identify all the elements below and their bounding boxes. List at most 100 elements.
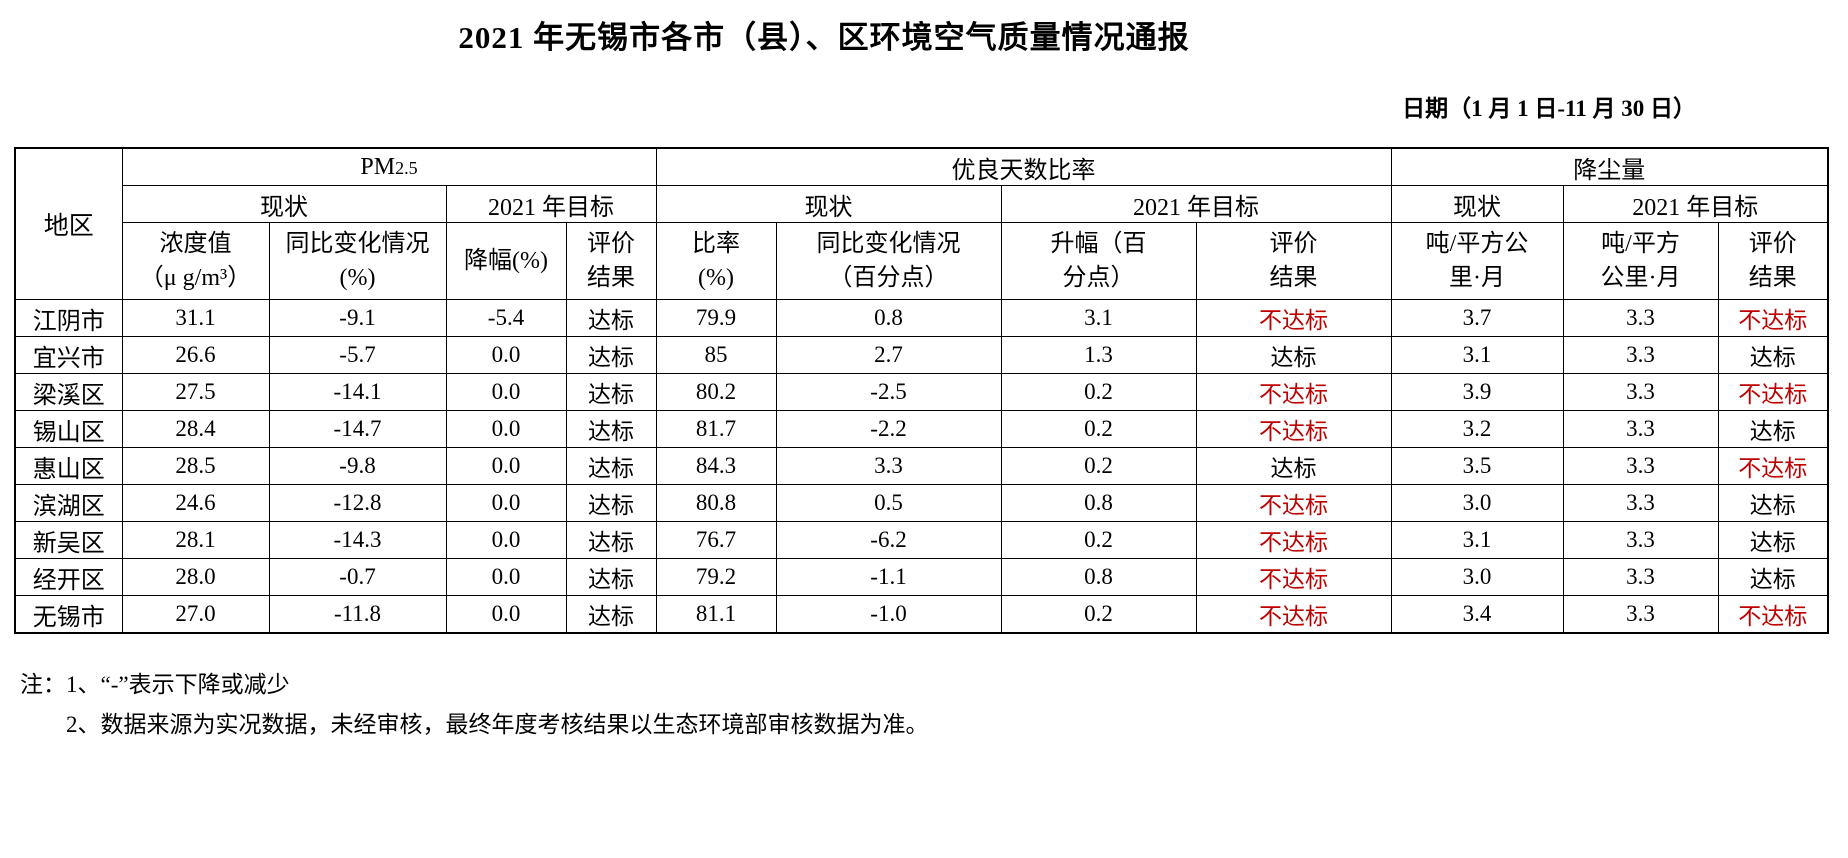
- value-cell: 3.5: [1390, 447, 1564, 485]
- value-cell: 达标: [1717, 521, 1829, 559]
- value-cell: 24.6: [121, 484, 270, 522]
- value-cell: 28.1: [121, 521, 270, 559]
- col-header-pm-value: 浓度值 （μ g/m³）: [121, 222, 270, 300]
- value-cell: 79.9: [655, 299, 777, 337]
- value-cell: 0.8: [1000, 484, 1197, 522]
- col-header-pm-change: 同比变化情况 (%): [268, 222, 447, 300]
- value-cell: 0.8: [775, 299, 1002, 337]
- date-note: 日期（1 月 1 日-11 月 30 日）: [1402, 96, 1696, 121]
- section-pm25: PM2.5: [121, 147, 657, 186]
- value-cell: 3.3: [1562, 521, 1719, 559]
- region-cell: 新吴区: [14, 521, 123, 559]
- value-cell: 3.3: [1562, 410, 1719, 448]
- table-row: 新吴区 28.1 -14.3 0.0 达标 76.7 -6.2 0.2 不达标 3.1 3.3 达标: [14, 521, 1829, 559]
- value-cell: 3.3: [1562, 336, 1719, 374]
- value-cell: 0.2: [1000, 410, 1197, 448]
- value-cell: 不达标: [1195, 373, 1392, 411]
- col-header-dust-current: 吨/平方公 里·月: [1390, 222, 1564, 300]
- region-cell: 梁溪区: [14, 373, 123, 411]
- value-cell: 不达标: [1195, 558, 1392, 596]
- value-cell: 0.2: [1000, 521, 1197, 559]
- value-cell: 不达标: [1195, 484, 1392, 522]
- region-cell: 江阴市: [14, 299, 123, 337]
- value-cell: 达标: [565, 447, 657, 485]
- note-line-2: 2、数据来源为实况数据，未经审核，最终年度考核结果以生态环境部审核数据为准。: [66, 712, 929, 737]
- value-cell: 0.0: [445, 373, 567, 411]
- value-cell: 不达标: [1195, 299, 1392, 337]
- value-cell: 80.8: [655, 484, 777, 522]
- value-cell: -0.7: [268, 558, 447, 596]
- value-cell: -5.7: [268, 336, 447, 374]
- value-cell: 3.4: [1390, 595, 1564, 634]
- value-cell: 3.3: [1562, 373, 1719, 411]
- subheader-gooddays-target: 2021 年目标: [1000, 185, 1392, 223]
- value-cell: -11.8: [268, 595, 447, 634]
- note-line-1: 注：1、“-”表示下降或减少: [20, 672, 290, 697]
- page-title: 2021 年无锡市各市（县）、区环境空气质量情况通报: [458, 20, 1190, 55]
- value-cell: 3.3: [1562, 447, 1719, 485]
- value-cell: -1.1: [775, 558, 1002, 596]
- value-cell: 0.0: [445, 521, 567, 559]
- value-cell: 76.7: [655, 521, 777, 559]
- value-cell: -1.0: [775, 595, 1002, 634]
- region-cell: 滨湖区: [14, 484, 123, 522]
- value-cell: 3.1: [1390, 336, 1564, 374]
- value-cell: 0.0: [445, 410, 567, 448]
- region-cell: 经开区: [14, 558, 123, 596]
- value-cell: 达标: [1717, 410, 1829, 448]
- value-cell: 达标: [565, 484, 657, 522]
- value-cell: 3.0: [1390, 484, 1564, 522]
- col-header-pm-drop: 降幅(%): [445, 222, 567, 300]
- value-cell: -14.3: [268, 521, 447, 559]
- value-cell: 1.3: [1000, 336, 1197, 374]
- value-cell: 3.1: [1000, 299, 1197, 337]
- table-body: 江阴市 31.1 -9.1 -5.4 达标 79.9 0.8 3.1 不达标 3.7 3.3 不达标…: [14, 299, 1829, 634]
- col-header-dust-eval: 评价 结果: [1717, 222, 1829, 300]
- value-cell: -9.8: [268, 447, 447, 485]
- value-cell: 26.6: [121, 336, 270, 374]
- table-row: 滨湖区 24.6 -12.8 0.0 达标 80.8 0.5 0.8 不达标 3.0 3.3 达标: [14, 484, 1829, 522]
- value-cell: 80.2: [655, 373, 777, 411]
- region-cell: 宜兴市: [14, 336, 123, 374]
- value-cell: 81.1: [655, 595, 777, 634]
- value-cell: 31.1: [121, 299, 270, 337]
- value-cell: 3.3: [775, 447, 1002, 485]
- subheader-pm25-current: 现状: [121, 185, 447, 223]
- col-header-dust-target: 吨/平方 公里·月: [1562, 222, 1719, 300]
- air-quality-table: 地区 PM2.5 优良天数比率 降尘量 现状 2021 年目标 现状 2021 …: [14, 147, 1829, 634]
- region-cell: 无锡市: [14, 595, 123, 634]
- value-cell: 达标: [565, 299, 657, 337]
- value-cell: 不达标: [1195, 410, 1392, 448]
- value-cell: 79.2: [655, 558, 777, 596]
- value-cell: 3.3: [1562, 595, 1719, 634]
- value-cell: 达标: [1717, 484, 1829, 522]
- value-cell: 0.8: [1000, 558, 1197, 596]
- value-cell: 3.3: [1562, 484, 1719, 522]
- value-cell: 0.0: [445, 595, 567, 634]
- subheader-dustfall-current: 现状: [1390, 185, 1564, 223]
- region-header: 地区: [14, 147, 123, 300]
- value-cell: 2.7: [775, 336, 1002, 374]
- region-cell: 惠山区: [14, 447, 123, 485]
- section-dustfall: 降尘量: [1390, 147, 1829, 186]
- value-cell: -2.2: [775, 410, 1002, 448]
- value-cell: 达标: [565, 410, 657, 448]
- col-header-ratio-change: 同比变化情况 （百分点）: [775, 222, 1002, 300]
- notes: 注：1、“-”表示下降或减少 2、数据来源为实况数据，未经审核，最终年度考核结果…: [20, 670, 1848, 740]
- value-cell: 84.3: [655, 447, 777, 485]
- table-row: 宜兴市 26.6 -5.7 0.0 达标 85 2.7 1.3 达标 3.1 3.3 达标: [14, 336, 1829, 374]
- value-cell: 达标: [1195, 336, 1392, 374]
- value-cell: 27.5: [121, 373, 270, 411]
- col-header-ratio: 比率 (%): [655, 222, 777, 300]
- value-cell: 达标: [565, 558, 657, 596]
- table-row: 惠山区 28.5 -9.8 0.0 达标 84.3 3.3 0.2 达标 3.5 3.3 不达标: [14, 447, 1829, 485]
- value-cell: -9.1: [268, 299, 447, 337]
- table-row: 无锡市 27.0 -11.8 0.0 达标 81.1 -1.0 0.2 不达标 3.4 3.3 不达…: [14, 595, 1829, 634]
- value-cell: 28.5: [121, 447, 270, 485]
- subheader-dustfall-target: 2021 年目标: [1562, 185, 1829, 223]
- table-row: 锡山区 28.4 -14.7 0.0 达标 81.7 -2.2 0.2 不达标 3.2 3.3 达标: [14, 410, 1829, 448]
- table-row: 经开区 28.0 -0.7 0.0 达标 79.2 -1.1 0.8 不达标 3.0 3.3 达标: [14, 558, 1829, 596]
- subheader-pm25-target: 2021 年目标: [445, 185, 657, 223]
- value-cell: 0.2: [1000, 373, 1197, 411]
- value-cell: 3.9: [1390, 373, 1564, 411]
